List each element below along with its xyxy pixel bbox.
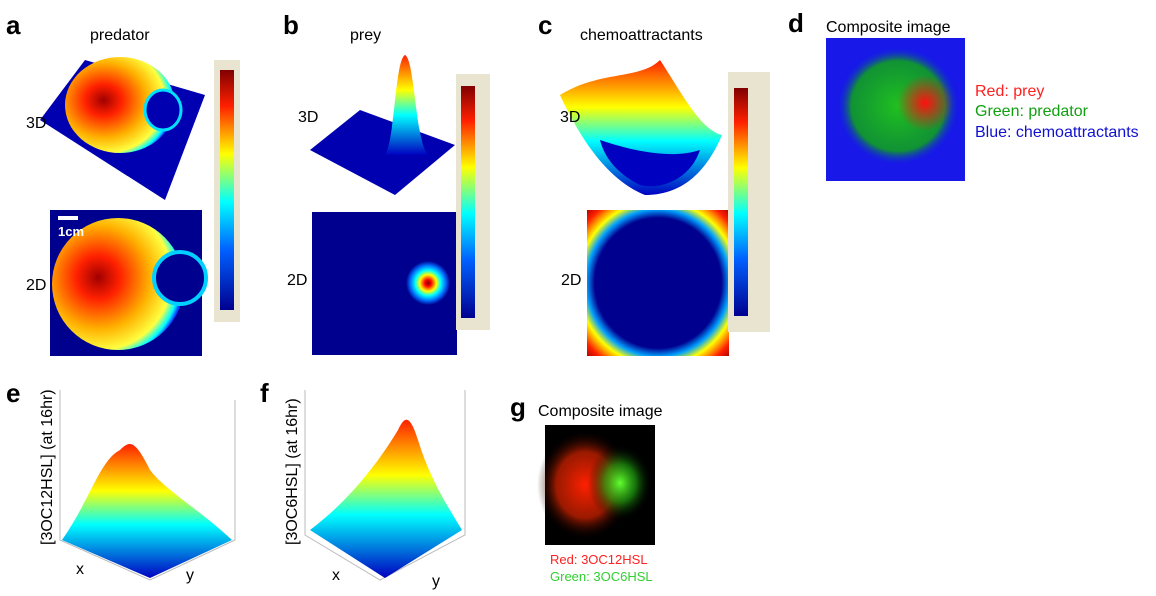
view-label: 2D bbox=[561, 272, 581, 289]
y-axis-label: y bbox=[432, 573, 440, 590]
panel-letter: d bbox=[788, 8, 804, 38]
composite-red bbox=[897, 75, 953, 131]
panel-letter: g bbox=[510, 392, 526, 422]
panel-letter: e bbox=[6, 378, 20, 408]
view-label: 2D bbox=[287, 272, 307, 289]
y-axis-label: y bbox=[186, 567, 194, 584]
surface bbox=[62, 444, 232, 578]
view-label: 3D bbox=[560, 109, 580, 126]
panel-letter: c bbox=[538, 10, 552, 40]
panel-title: predator bbox=[90, 27, 150, 44]
panel-letter: a bbox=[6, 10, 21, 40]
scale-bar bbox=[58, 216, 78, 220]
heatmap bbox=[587, 210, 729, 356]
composite-green bbox=[588, 445, 652, 521]
legend-item: Green: predator bbox=[975, 103, 1089, 120]
view-label: 3D bbox=[26, 115, 46, 132]
z-axis-label: [3OC12HSL] (at 16hr) bbox=[39, 389, 56, 545]
heatmap-blob bbox=[406, 261, 450, 305]
colorbar bbox=[734, 88, 748, 316]
x-axis-label: x bbox=[76, 561, 84, 578]
panel-title: Composite image bbox=[826, 19, 951, 36]
z-axis-label: [3OC6HSL] (at 16hr) bbox=[284, 398, 301, 545]
scale-label: 1cm bbox=[58, 224, 84, 239]
x-axis-label: x bbox=[332, 567, 340, 584]
heatmap-notch bbox=[154, 252, 206, 304]
legend-item: Green: 3OC6HSL bbox=[550, 569, 653, 584]
figure: a predator 3D 1cm 2D b prey 3D 2D c chem… bbox=[0, 0, 1156, 596]
surface-base bbox=[310, 110, 455, 195]
colorbar bbox=[220, 70, 234, 310]
colorbar bbox=[461, 86, 475, 318]
view-label: 3D bbox=[298, 109, 318, 126]
panel-title: prey bbox=[350, 27, 381, 44]
legend-item: Red: prey bbox=[975, 83, 1044, 100]
panel-title: Composite image bbox=[538, 403, 663, 420]
surface bbox=[310, 420, 462, 578]
surface-notch bbox=[145, 90, 181, 130]
view-label: 2D bbox=[26, 277, 46, 294]
surface-peak bbox=[385, 55, 428, 155]
panel-letter: f bbox=[260, 378, 269, 408]
panel-title: chemoattractants bbox=[580, 27, 703, 44]
legend-item: Red: 3OC12HSL bbox=[550, 552, 648, 567]
panel-letter: b bbox=[283, 10, 299, 40]
legend-item: Blue: chemoattractants bbox=[975, 124, 1139, 141]
